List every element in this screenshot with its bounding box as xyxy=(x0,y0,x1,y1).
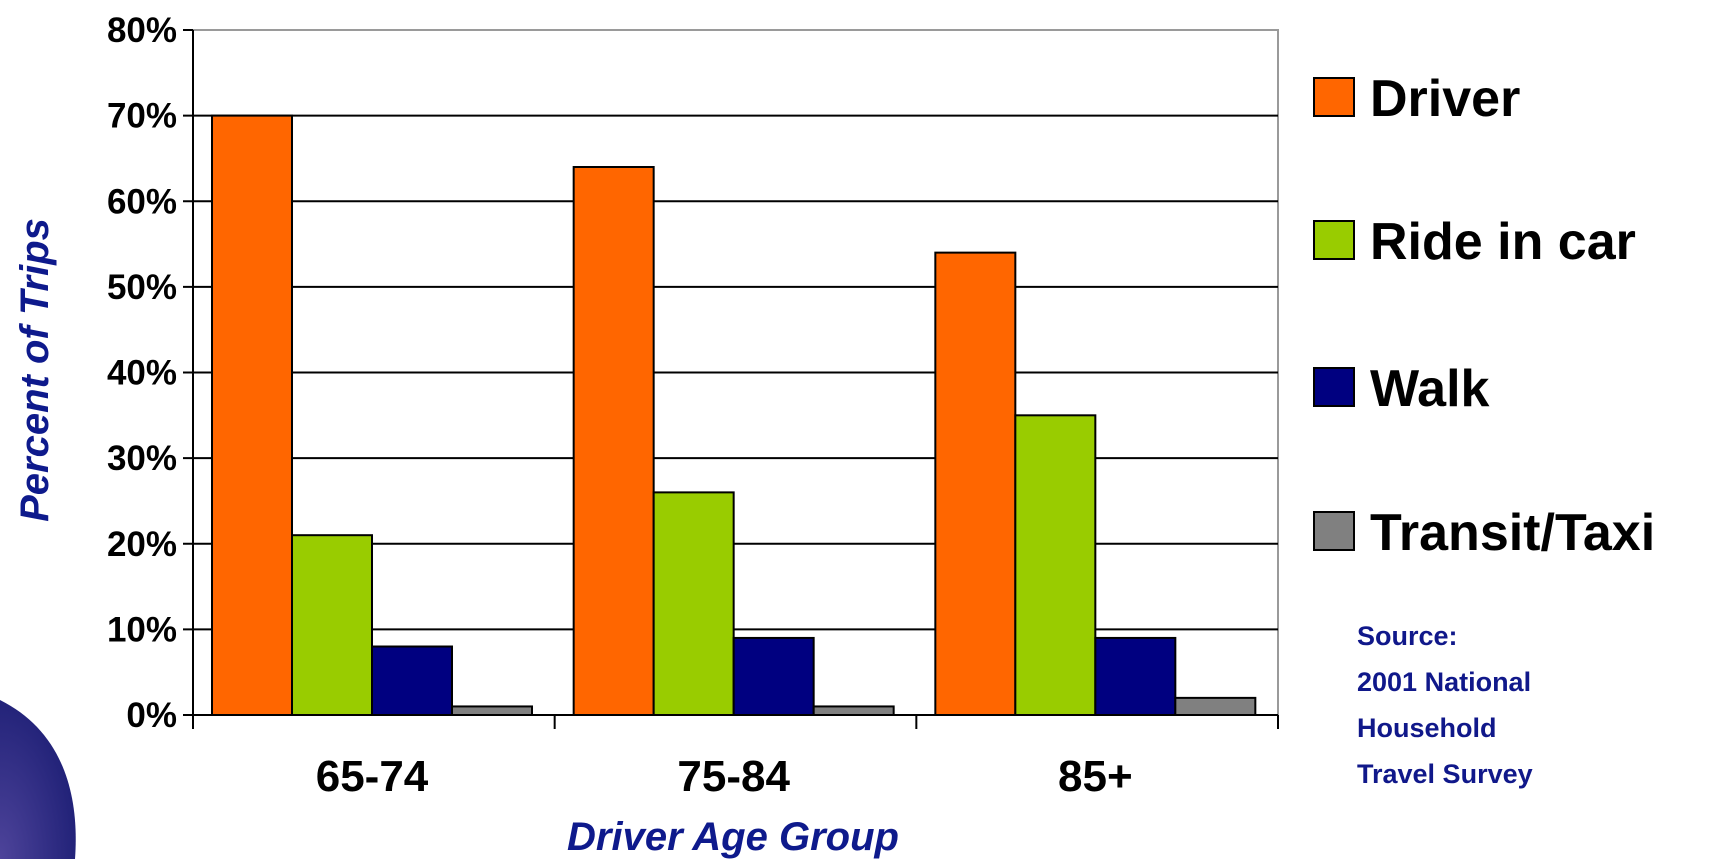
legend-swatch xyxy=(1313,220,1355,260)
plot-area xyxy=(192,29,1279,716)
source-note: Source: 2001 National Household Travel Surv… xyxy=(1357,621,1533,789)
source-note-line: 2001 National xyxy=(1357,667,1531,697)
bar-walk-75-84 xyxy=(732,636,815,716)
legend-label: Driver xyxy=(1370,70,1520,128)
source-note-line: Household xyxy=(1357,713,1497,743)
bar-driver-85- xyxy=(934,251,1017,716)
bar-walk-65-74 xyxy=(371,645,453,716)
bar-driver-75-84 xyxy=(572,166,655,716)
legend-label: Walk xyxy=(1370,360,1490,418)
source-note-line: Travel Survey xyxy=(1357,759,1533,789)
background-swoosh xyxy=(0,700,76,859)
y-tick-label: 30% xyxy=(107,439,177,478)
x-tick-label: 85+ xyxy=(1058,752,1133,801)
bar-walk-85- xyxy=(1094,636,1177,716)
x-tick-label: 65-74 xyxy=(316,752,429,801)
legend: Driver Ride in car Walk Transit/Taxi xyxy=(1313,70,1655,562)
y-tick-label: 40% xyxy=(107,354,177,393)
y-tick-label: 60% xyxy=(107,182,177,221)
bars xyxy=(211,114,1257,716)
legend-swatch xyxy=(1313,77,1355,117)
y-tick-label: 50% xyxy=(107,268,177,307)
axes: 0% 10% 20% 30% 40% 50% 60% 70% 80% 65-74 75-84 85+ xyxy=(107,11,1279,801)
y-tick-label: 20% xyxy=(107,525,177,564)
legend-label: Ride in car xyxy=(1370,213,1636,271)
legend-swatch xyxy=(1313,511,1355,551)
source-note-line: Source: xyxy=(1357,621,1458,651)
y-tick-label: 80% xyxy=(107,11,177,50)
y-axis-title: Percent of Trips xyxy=(13,218,57,522)
legend-label: Transit/Taxi xyxy=(1370,504,1655,562)
x-tick-label: 75-84 xyxy=(677,752,790,801)
y-tick-label: 10% xyxy=(107,610,177,649)
bar-transit-taxi-65-74 xyxy=(451,705,533,716)
y-tick-label: 70% xyxy=(107,97,177,136)
x-axis-title: Driver Age Group xyxy=(567,815,899,859)
bar-ride-in-car-75-84 xyxy=(652,491,735,716)
bar-transit-taxi-85- xyxy=(1174,696,1257,716)
bar-transit-taxi-75-84 xyxy=(812,705,895,716)
y-tick-label: 0% xyxy=(126,696,177,735)
bar-ride-in-car-85- xyxy=(1014,414,1097,716)
bar-ride-in-car-65-74 xyxy=(291,534,373,716)
bar-driver-65-74 xyxy=(211,114,293,716)
legend-swatch xyxy=(1313,367,1355,407)
